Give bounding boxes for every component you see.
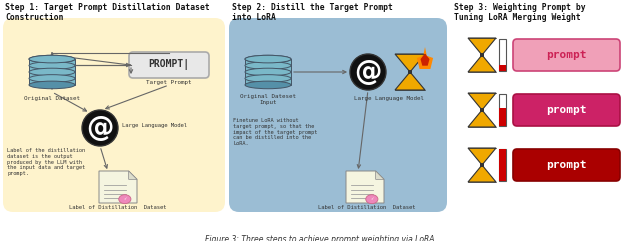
FancyBboxPatch shape — [513, 149, 620, 181]
Ellipse shape — [245, 62, 291, 69]
Polygon shape — [417, 47, 433, 69]
Circle shape — [350, 54, 386, 90]
Circle shape — [82, 110, 118, 146]
Text: prompt: prompt — [547, 50, 587, 60]
Ellipse shape — [366, 195, 378, 204]
Polygon shape — [468, 38, 496, 55]
Polygon shape — [468, 110, 496, 127]
Text: Step 2: Distill the Target Prompt
into LoRA: Step 2: Distill the Target Prompt into L… — [232, 3, 393, 22]
Text: prompt: prompt — [547, 105, 587, 115]
Ellipse shape — [29, 75, 75, 82]
Polygon shape — [395, 54, 425, 72]
FancyBboxPatch shape — [229, 18, 447, 212]
Polygon shape — [346, 171, 384, 203]
Polygon shape — [395, 72, 425, 90]
Text: @: @ — [86, 114, 114, 142]
Bar — [499, 65, 506, 71]
Bar — [408, 70, 412, 74]
FancyBboxPatch shape — [3, 18, 225, 212]
Text: Label of Distillation  Dataset: Label of Distillation Dataset — [69, 205, 167, 210]
Ellipse shape — [245, 81, 291, 89]
FancyBboxPatch shape — [129, 52, 209, 78]
Text: Large Language Model: Large Language Model — [122, 123, 187, 128]
Ellipse shape — [245, 75, 291, 82]
Text: Original Dataset: Original Dataset — [24, 96, 80, 101]
Ellipse shape — [29, 62, 75, 69]
Polygon shape — [468, 148, 496, 165]
Text: ✓: ✓ — [123, 197, 127, 201]
Text: ✓: ✓ — [370, 197, 374, 201]
Bar — [480, 163, 484, 167]
Polygon shape — [468, 55, 496, 72]
Bar — [245, 59, 291, 85]
Ellipse shape — [245, 68, 291, 76]
Ellipse shape — [29, 81, 75, 89]
Text: Step 1: Target Prompt Distillation Dataset
Construction: Step 1: Target Prompt Distillation Datas… — [5, 3, 210, 22]
Bar — [499, 39, 506, 71]
Ellipse shape — [245, 55, 291, 63]
Polygon shape — [129, 171, 137, 179]
Ellipse shape — [119, 195, 131, 204]
Bar — [29, 59, 75, 85]
Text: Label of the distillation
dataset is the output
produced by the LLM with
the inp: Label of the distillation dataset is the… — [7, 148, 85, 176]
FancyBboxPatch shape — [513, 39, 620, 71]
Bar — [499, 149, 506, 181]
Ellipse shape — [29, 55, 75, 63]
Bar — [480, 108, 484, 112]
Bar — [499, 149, 506, 181]
Polygon shape — [376, 171, 384, 179]
Text: PROMPT|: PROMPT| — [148, 60, 189, 71]
Text: @: @ — [355, 58, 381, 86]
Polygon shape — [420, 54, 429, 66]
Ellipse shape — [29, 55, 75, 63]
Text: Target Prompt: Target Prompt — [147, 80, 192, 85]
Text: Label of Distillation  Dataset: Label of Distillation Dataset — [318, 205, 416, 210]
Text: Finetune LoRA without
target prompt, so that the
impact of the target prompt
can: Finetune LoRA without target prompt, so … — [233, 118, 317, 146]
Ellipse shape — [245, 55, 291, 63]
Polygon shape — [468, 93, 496, 110]
Ellipse shape — [29, 68, 75, 76]
Text: Original Dateset
Input: Original Dateset Input — [240, 94, 296, 105]
Bar — [499, 108, 506, 126]
Text: Step 3: Weighting Prompt by
Tuning LoRA Merging Weight: Step 3: Weighting Prompt by Tuning LoRA … — [454, 3, 586, 22]
Text: Figure 3: Three steps to achieve prompt weighting via LoRA: Figure 3: Three steps to achieve prompt … — [205, 235, 435, 241]
Text: Large Language Model: Large Language Model — [354, 96, 424, 101]
Polygon shape — [468, 165, 496, 182]
Bar — [499, 94, 506, 126]
Bar — [480, 53, 484, 57]
FancyBboxPatch shape — [513, 94, 620, 126]
Polygon shape — [99, 171, 137, 203]
Text: prompt: prompt — [547, 160, 587, 170]
